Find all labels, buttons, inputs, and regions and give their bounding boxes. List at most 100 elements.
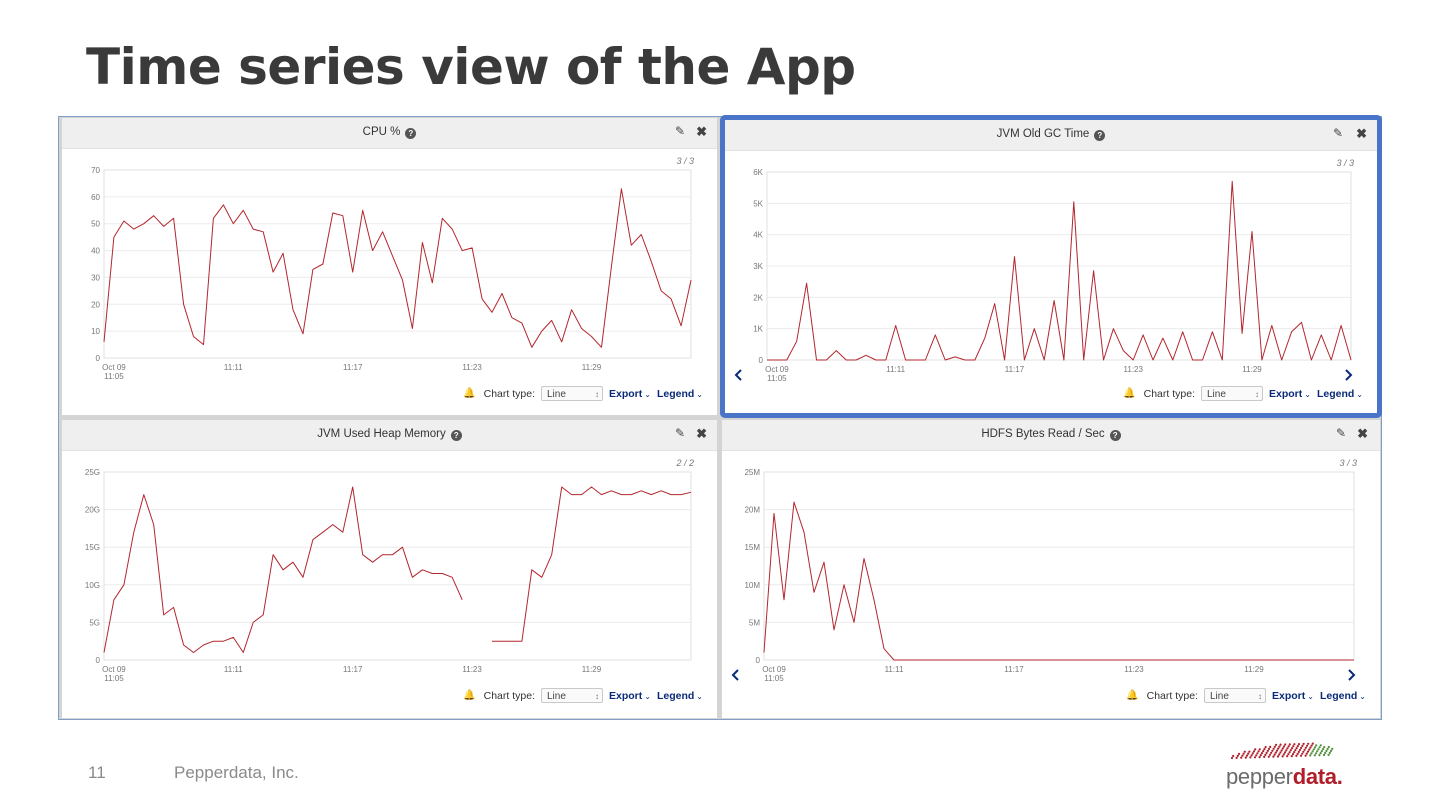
chevron-down-icon: ⌄ xyxy=(696,389,703,399)
logo-dot xyxy=(1315,744,1318,747)
close-icon[interactable]: ✖ xyxy=(696,426,707,441)
logo-dot xyxy=(1310,752,1313,755)
export-menu[interactable]: Export ⌄ xyxy=(609,690,651,702)
logo-dot xyxy=(1318,754,1321,757)
legend-menu[interactable]: Legend ⌄ xyxy=(1320,690,1366,702)
logo-dot xyxy=(1309,754,1312,757)
next-arrow-icon[interactable] xyxy=(1345,369,1353,381)
chart-panel-jvm-heap: JVM Used Heap Memory? ✎ ✖ 2 / 2 0 5G 10G 15G… xyxy=(62,420,717,718)
page-number: 11 xyxy=(88,763,106,782)
chart-type-label: Chart type: xyxy=(483,689,535,702)
chart-type-select[interactable]: Line xyxy=(540,386,603,402)
logo-dot xyxy=(1275,749,1279,752)
edit-icon[interactable]: ✎ xyxy=(674,124,685,138)
x-tick-label: 11:23 xyxy=(462,363,482,372)
x-tick-label: 11:17 xyxy=(1005,365,1025,374)
logo-dot xyxy=(1326,747,1329,751)
prev-arrow-icon[interactable] xyxy=(731,669,739,681)
next-arrow-icon[interactable] xyxy=(1348,669,1356,681)
company-name: Pepperdata, Inc. xyxy=(174,763,299,782)
y-tick-label: 70 xyxy=(91,166,100,175)
logo-dot xyxy=(1301,744,1304,747)
logo-dot xyxy=(1276,755,1280,758)
legend-label: Legend xyxy=(1319,689,1358,702)
help-icon[interactable]: ? xyxy=(1094,130,1106,141)
alert-bell-icon[interactable]: 🔔 xyxy=(463,690,476,701)
panel-header: CPU %? ✎ ✖ xyxy=(62,118,717,149)
logo-dot xyxy=(1329,749,1333,752)
logo-dot xyxy=(1320,750,1323,753)
logo-dot xyxy=(1274,751,1277,754)
logo-dot xyxy=(1287,745,1290,748)
export-menu[interactable]: Export ⌄ xyxy=(1269,388,1311,400)
x-tick-label: 11:29 xyxy=(1242,365,1262,374)
logo-dot xyxy=(1263,755,1266,758)
chart-footer: 🔔 Chart type: Line Export⌄ Legend⌄ xyxy=(463,688,703,704)
plot-frame xyxy=(766,171,1352,361)
page-indicator: 2 / 2 xyxy=(675,458,694,468)
logo-dot xyxy=(1324,751,1327,755)
logo-dot xyxy=(1316,750,1319,753)
logo-dot xyxy=(1295,754,1298,757)
x-tick-label: Oct 09 xyxy=(102,665,126,674)
logo-dot xyxy=(1297,743,1301,746)
logo-dot xyxy=(1302,742,1305,745)
chevron-down-icon: ⌄ xyxy=(696,691,703,701)
logo-dot xyxy=(1301,752,1304,755)
series-line xyxy=(103,188,692,348)
close-icon[interactable]: ✖ xyxy=(1357,426,1368,441)
x-tick-label: 11:05 xyxy=(764,674,784,683)
x-tick-label: 11:05 xyxy=(104,674,124,683)
logo-dot xyxy=(1311,742,1314,745)
logo-dot xyxy=(1297,750,1300,753)
logo-dot xyxy=(1281,747,1284,750)
export-menu[interactable]: Export ⌄ xyxy=(1272,690,1314,702)
close-icon[interactable]: ✖ xyxy=(696,124,707,139)
legend-menu[interactable]: Legend ⌄ xyxy=(1317,388,1363,400)
y-tick-label: 5G xyxy=(89,618,100,627)
logo-dot xyxy=(1303,748,1306,751)
chevron-down-icon: ⌄ xyxy=(1359,691,1366,701)
legend-menu[interactable]: Legend ⌄ xyxy=(657,388,703,400)
chevron-down-icon: ⌄ xyxy=(1307,691,1314,701)
export-menu[interactable]: Export ⌄ xyxy=(609,388,651,400)
alert-bell-icon[interactable]: 🔔 xyxy=(1123,388,1136,399)
logo-dot xyxy=(1293,743,1296,746)
y-tick-label: 1K xyxy=(753,325,763,334)
chart-type-select[interactable]: Line xyxy=(540,688,603,704)
x-tick-label: 11:29 xyxy=(1244,665,1264,674)
panel-title: HDFS Bytes Read / Sec? xyxy=(722,428,1380,441)
close-icon[interactable]: ✖ xyxy=(1356,126,1367,141)
series-line xyxy=(103,486,692,653)
logo-dot xyxy=(1288,743,1291,746)
logo-dot xyxy=(1245,754,1249,757)
help-icon[interactable]: ? xyxy=(1109,430,1121,441)
help-icon[interactable]: ? xyxy=(405,128,417,139)
plot-frame xyxy=(763,471,1355,661)
logo-dot xyxy=(1318,746,1321,749)
edit-icon[interactable]: ✎ xyxy=(1332,126,1343,140)
chart-panel-cpu: CPU %? ✎ ✖ 3 / 3 0 10 20 30 40 50 60 70 Oct 09 11:… xyxy=(62,118,717,415)
legend-menu[interactable]: Legend ⌄ xyxy=(657,690,703,702)
y-tick-label: 0 xyxy=(96,354,101,363)
help-icon[interactable]: ? xyxy=(450,430,462,441)
chart-panel-jvm-old-gc: JVM Old GC Time? ✎ ✖ 3 / 3 0 1K 2K 3K 4K 5K 6K O… xyxy=(720,115,1382,418)
alert-bell-icon[interactable]: 🔔 xyxy=(1126,690,1139,701)
chart-type-select[interactable]: Line xyxy=(1200,386,1263,402)
prev-arrow-icon[interactable] xyxy=(734,369,742,381)
edit-icon[interactable]: ✎ xyxy=(1335,426,1346,440)
pepperdata-logo-icon xyxy=(1230,742,1334,760)
alert-bell-icon[interactable]: 🔔 xyxy=(463,388,476,399)
x-tick-label: Oct 09 xyxy=(765,365,789,374)
x-tick-label: Oct 09 xyxy=(102,363,126,372)
chevron-down-icon: ⌄ xyxy=(1304,389,1311,399)
chevron-down-icon: ⌄ xyxy=(644,389,651,399)
series-line xyxy=(763,501,1354,661)
logo-dot xyxy=(1305,744,1309,747)
logo-dot xyxy=(1243,750,1246,753)
logo-dot xyxy=(1257,750,1260,753)
edit-icon[interactable]: ✎ xyxy=(674,426,685,440)
chart-type-select[interactable]: Line xyxy=(1203,688,1266,704)
